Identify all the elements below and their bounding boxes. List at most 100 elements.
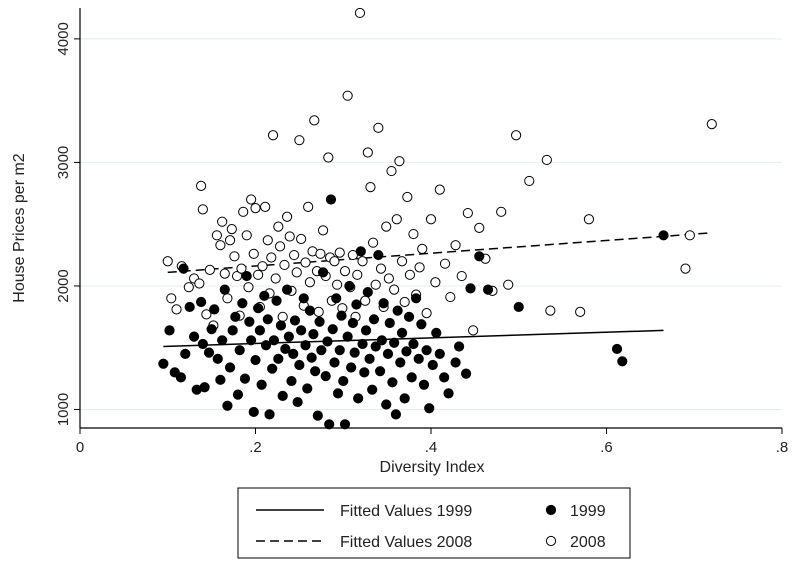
point-2008 — [456, 270, 467, 282]
point-1999 — [351, 299, 362, 310]
point-1999 — [212, 353, 223, 364]
point-1999 — [427, 359, 438, 371]
point-1999 — [237, 298, 248, 309]
point-1999 — [217, 335, 228, 346]
point-2008 — [262, 235, 273, 246]
point-2008 — [323, 152, 334, 163]
point-1999 — [482, 284, 494, 295]
point-1999 — [439, 372, 450, 383]
point-1999 — [389, 337, 400, 348]
point-1999 — [413, 353, 424, 364]
point-2008 — [375, 263, 387, 274]
point-2008 — [222, 293, 233, 304]
point-1999 — [288, 348, 299, 359]
point-2008 — [373, 122, 384, 133]
point-1999 — [410, 293, 422, 304]
x-tick-label: .2 — [249, 439, 262, 456]
point-1999 — [317, 267, 329, 278]
point-1999 — [246, 335, 257, 346]
point-1999 — [396, 327, 408, 338]
point-1999 — [304, 305, 316, 316]
point-1999 — [298, 293, 309, 304]
point-1999 — [286, 375, 297, 387]
point-1999 — [424, 403, 435, 414]
point-1999 — [408, 338, 419, 350]
point-2008 — [468, 325, 479, 336]
point-2008 — [257, 261, 268, 272]
point-1999 — [370, 341, 381, 352]
point-1999 — [215, 374, 226, 385]
point-2008 — [434, 184, 445, 195]
point-2008 — [389, 284, 400, 295]
point-2008 — [417, 243, 428, 254]
point-1999 — [357, 338, 368, 350]
tick-labels: 1000 2000 3000 4000 0 .2 .4 .6 .8 — [55, 22, 788, 456]
point-2008 — [204, 264, 215, 275]
point-2008 — [296, 233, 307, 245]
point-1999 — [195, 296, 207, 308]
legend-marker-2008 — [545, 535, 557, 547]
point-2008 — [360, 295, 371, 306]
point-2008 — [462, 207, 473, 219]
point-1999 — [392, 305, 403, 316]
point-2008 — [439, 258, 451, 269]
point-2008 — [414, 262, 425, 273]
point-2008 — [332, 279, 343, 290]
point-1999 — [658, 230, 669, 241]
point-1999 — [275, 320, 287, 331]
point-1999 — [227, 325, 238, 336]
point-2008 — [342, 90, 353, 101]
point-1999 — [375, 366, 386, 377]
point-1999 — [359, 367, 370, 378]
point-2008 — [201, 309, 212, 320]
point-2008 — [281, 211, 293, 222]
point-1999 — [334, 345, 345, 356]
point-1999 — [346, 362, 357, 373]
point-2008 — [365, 182, 376, 193]
point-1999 — [222, 400, 233, 411]
point-2008 — [291, 267, 302, 278]
point-2008 — [217, 216, 228, 227]
axes — [74, 8, 783, 434]
point-2008 — [370, 279, 381, 290]
point-2008 — [357, 256, 368, 267]
point-2008 — [236, 263, 247, 274]
x-tick-label: .4 — [425, 439, 438, 456]
point-2008 — [680, 263, 691, 274]
point-1999 — [197, 338, 208, 350]
point-1999 — [271, 295, 282, 306]
point-1999 — [241, 270, 252, 282]
point-2008 — [317, 225, 329, 236]
point-2008 — [315, 248, 326, 259]
point-1999 — [224, 362, 236, 373]
point-2008 — [352, 269, 363, 280]
point-1999 — [260, 340, 272, 351]
point-1999 — [250, 354, 261, 366]
point-2008 — [267, 130, 279, 141]
point-2008 — [243, 282, 254, 293]
point-1999 — [353, 393, 364, 404]
point-1999 — [262, 314, 273, 325]
point-2008 — [250, 203, 261, 214]
point-1999 — [292, 396, 303, 408]
legend-label-2008: 2008 — [570, 534, 606, 551]
point-1999 — [362, 287, 373, 298]
point-1999 — [175, 372, 187, 383]
point-2008 — [166, 293, 177, 304]
y-tick-label: 2000 — [55, 269, 72, 302]
point-1999 — [332, 388, 344, 399]
point-2008 — [309, 115, 320, 126]
point-1999 — [431, 327, 442, 338]
point-2008 — [246, 194, 257, 205]
point-2008 — [367, 237, 379, 248]
point-1999 — [434, 348, 445, 359]
point-2008 — [219, 268, 230, 279]
point-1999 — [188, 331, 200, 342]
point-2008 — [241, 230, 252, 241]
point-1999 — [219, 284, 230, 295]
point-1999 — [336, 310, 347, 321]
point-1999 — [401, 346, 412, 357]
point-1999 — [513, 301, 524, 313]
point-2008 — [273, 221, 284, 232]
